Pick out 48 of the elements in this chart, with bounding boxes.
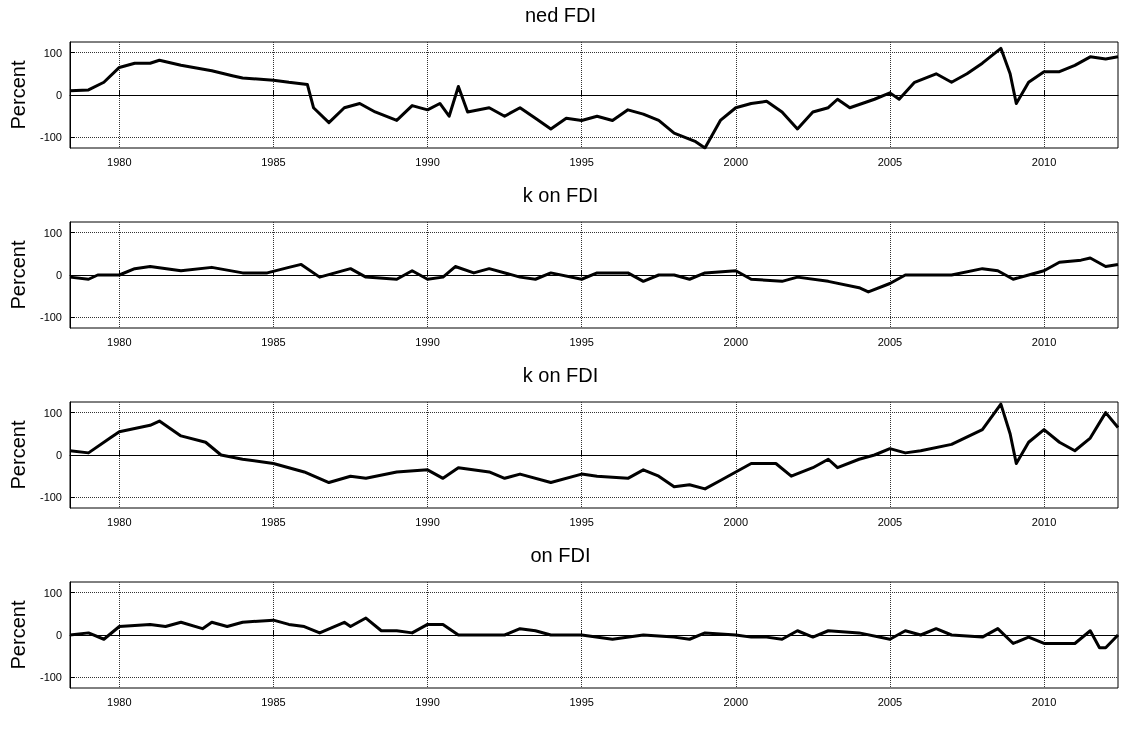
y-axis-title: Percent [7,600,29,670]
y-tick-label: 100 [43,226,62,239]
y-tick-label: -100 [39,671,62,684]
x-tick-label: 1985 [261,335,286,348]
x-tick-label: 1990 [415,695,440,708]
x-tick-label: 1980 [107,695,132,708]
x-tick-label: 2010 [1031,515,1057,528]
x-tick-label: 1980 [107,515,132,528]
x-tick-label: 1980 [107,155,132,168]
x-tick-label: 1990 [415,335,440,348]
y-tick-label: -100 [39,491,62,504]
x-tick-label: 2000 [723,515,749,528]
x-tick-label: 1980 [107,335,132,348]
chart-title: k on FDI [522,364,599,386]
y-tick-label: 0 [55,269,62,281]
y-tick-label: -100 [39,131,62,144]
y-axis-title: Percent [7,60,29,130]
x-tick-label: 2000 [723,155,749,168]
x-tick-label: 2010 [1031,335,1057,348]
y-tick-label: 100 [43,406,62,419]
chart-title: on FDI [530,544,591,566]
y-axis-title: Percent [7,240,29,310]
y-tick-label: -100 [39,311,62,324]
x-tick-label: 1985 [261,695,286,708]
chart-title: ned FDI [524,4,597,26]
y-tick-label: 0 [55,89,62,101]
y-axis-title: Percent [7,420,29,490]
x-tick-label: 1985 [261,155,286,168]
y-tick-label: 0 [55,449,62,461]
x-tick-label: 1995 [569,155,594,168]
x-tick-label: 2000 [723,335,749,348]
x-tick-label: 2010 [1031,695,1057,708]
y-tick-label: 100 [43,46,62,59]
y-tick-label: 0 [55,629,62,641]
x-tick-label: 2010 [1031,155,1057,168]
x-tick-label: 1995 [569,335,594,348]
x-tick-label: 1990 [415,155,440,168]
x-tick-label: 2005 [877,155,903,168]
x-tick-label: 2005 [877,335,903,348]
x-tick-label: 1985 [261,515,286,528]
x-tick-label: 2000 [723,695,749,708]
y-tick-label: 100 [43,586,62,599]
x-tick-label: 1995 [569,515,594,528]
x-tick-label: 2005 [877,695,903,708]
x-tick-label: 2005 [877,515,903,528]
chart-title: k on FDI [522,184,599,206]
x-tick-label: 1990 [415,515,440,528]
x-tick-label: 1995 [569,695,594,708]
